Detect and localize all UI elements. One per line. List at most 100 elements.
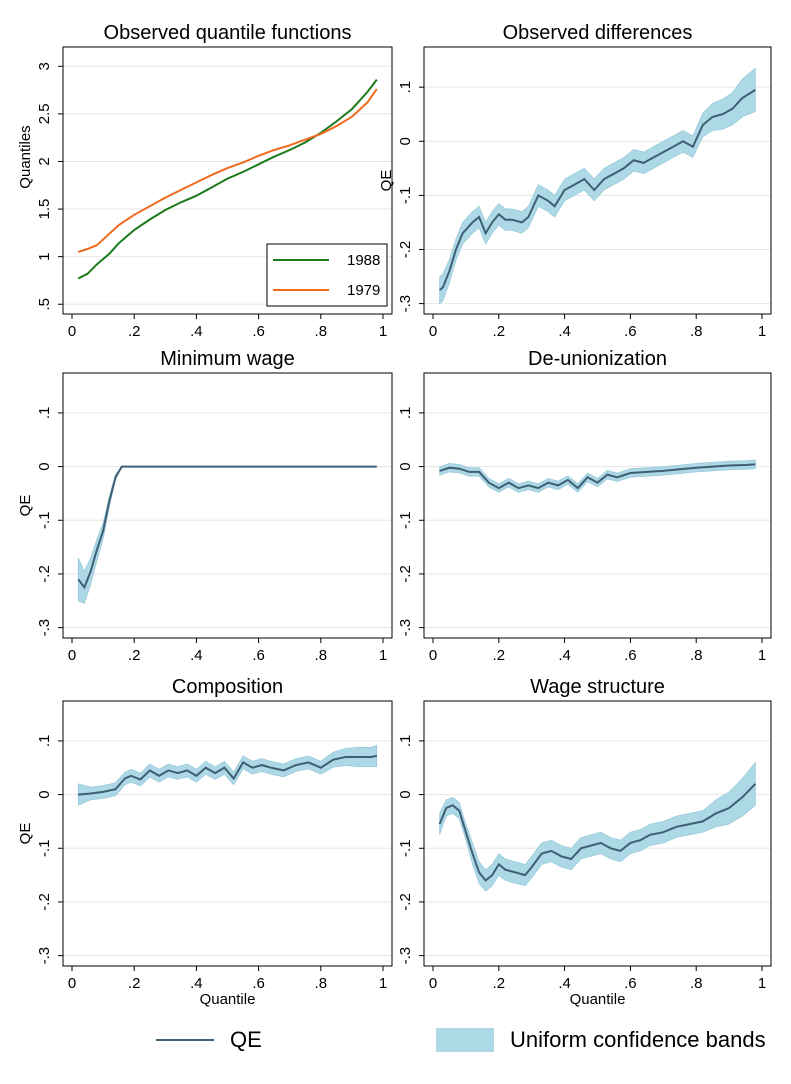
- y-tick-label: -.1: [36, 840, 53, 858]
- y-tick-label: 0: [397, 462, 414, 470]
- series-line-1988: [77, 78, 378, 280]
- x-tick-label: .4: [190, 323, 203, 340]
- x-tick-label: .4: [558, 975, 571, 992]
- x-tick-label: 0: [429, 975, 437, 992]
- x-tick-label: .8: [315, 647, 328, 664]
- y-tick-label: .1: [36, 735, 53, 748]
- y-tick-label: .1: [397, 81, 414, 94]
- panel-4: De-unionization 0 .2 .4 .6 .8 1 -.3 -.2 -.1 0 .1: [397, 348, 772, 664]
- y-tick-label: -.3: [397, 947, 414, 965]
- legend-qe-label: QE: [230, 1027, 262, 1052]
- qe-line: [438, 783, 757, 882]
- y-tick-label: -.3: [36, 947, 53, 965]
- y-tick-label: .1: [36, 407, 53, 420]
- panel-3: Minimum wage 0 .2 .4 .6 .8 1 -.3 -.2 -.1 0 .1 QE: [17, 348, 393, 664]
- y-tick-label: 1: [36, 252, 53, 260]
- legend-qe-line-swatch: [156, 1039, 214, 1041]
- y-axis-label: QE: [17, 495, 34, 517]
- x-tick-label: .8: [690, 323, 703, 340]
- y-tick-label: 2: [36, 157, 53, 165]
- y-tick-label: -.2: [397, 241, 414, 259]
- legend-box: [266, 243, 388, 307]
- legend-label-1979: 1979: [347, 282, 380, 299]
- confidence-band: [77, 466, 377, 604]
- x-tick-label: .2: [128, 323, 141, 340]
- x-tick-label: .8: [690, 647, 703, 664]
- y-axis-label: QE: [378, 170, 395, 192]
- x-tick-label: 1: [758, 323, 766, 340]
- series-line-1979: [77, 88, 378, 253]
- panel-title: Minimum wage: [160, 348, 294, 370]
- plot-frame: [423, 372, 772, 639]
- confidence-band: [77, 744, 378, 806]
- x-tick-label: .2: [493, 975, 506, 992]
- x-tick-label: .2: [493, 647, 506, 664]
- y-tick-label: .5: [36, 298, 53, 311]
- panel-title: De-unionization: [528, 348, 667, 370]
- quantile-legend: 1988 1979: [266, 243, 388, 307]
- x-tick-label: 1: [758, 647, 766, 664]
- y-tick-label: 1.5: [36, 199, 53, 220]
- plot-frame: [423, 700, 772, 967]
- x-tick-label: 0: [429, 323, 437, 340]
- y-tick-label: -.2: [36, 893, 53, 911]
- y-tick-label: -.3: [397, 295, 414, 313]
- plot-frame: [62, 372, 393, 639]
- y-tick-label: -.2: [397, 565, 414, 583]
- y-tick-label: -.1: [397, 512, 414, 530]
- legend-item-qe: QE: [156, 1018, 262, 1062]
- panel-5: Composition 0 .2 .4 .6 .8 1 -.3 -.2 -.1 0 .1 QE Quant…: [17, 676, 393, 1008]
- x-tick-label: .6: [624, 975, 637, 992]
- x-tick-label: .2: [493, 323, 506, 340]
- x-axis-label: Quantile: [200, 991, 256, 1008]
- panel-6: Wage structure 0 .2 .4 .6 .8 1 -.3 -.2 -.1 0 .1 Quan…: [397, 676, 772, 1008]
- x-tick-label: 1: [758, 975, 766, 992]
- confidence-band: [439, 459, 756, 493]
- y-tick-label: -.2: [397, 893, 414, 911]
- x-tick-label: .6: [624, 647, 637, 664]
- x-tick-label: .8: [315, 975, 328, 992]
- x-tick-label: .6: [252, 975, 265, 992]
- x-tick-label: .6: [252, 647, 265, 664]
- x-tick-label: 0: [68, 323, 76, 340]
- legend-band-swatch: [436, 1028, 494, 1052]
- y-tick-label: .1: [397, 735, 414, 748]
- x-tick-label: 1: [379, 647, 387, 664]
- x-tick-label: .8: [315, 323, 328, 340]
- x-tick-label: .4: [190, 647, 203, 664]
- legend-label-1988: 1988: [347, 252, 380, 269]
- confidence-band: [439, 761, 756, 892]
- plot-frame: [423, 46, 772, 315]
- y-tick-label: 0: [36, 790, 53, 798]
- x-tick-label: .6: [624, 323, 637, 340]
- x-tick-label: 1: [379, 323, 387, 340]
- x-tick-label: 0: [429, 647, 437, 664]
- x-tick-label: .2: [128, 647, 141, 664]
- legend-item-band: Uniform confidence bands: [436, 1018, 766, 1062]
- y-tick-label: -.3: [397, 619, 414, 637]
- plot-frame: [62, 700, 393, 967]
- qe-line: [78, 754, 377, 796]
- y-tick-label: 0: [36, 462, 53, 470]
- qe-line: [77, 465, 377, 590]
- x-tick-label: 0: [68, 975, 76, 992]
- y-tick-label: -.2: [36, 565, 53, 583]
- panel-2: Observed differences 0 .2 .4 .6 .8 1 -.3 -.2 -.1 0…: [378, 22, 772, 340]
- x-axis-label: Quantile: [570, 991, 626, 1008]
- x-tick-label: .8: [690, 975, 703, 992]
- y-tick-label: 0: [397, 137, 414, 145]
- y-tick-label: 0: [397, 790, 414, 798]
- y-tick-label: -.3: [36, 619, 53, 637]
- panel-title: Observed quantile functions: [104, 22, 352, 44]
- x-tick-label: .2: [128, 975, 141, 992]
- x-tick-label: .4: [558, 647, 571, 664]
- y-tick-label: .1: [397, 407, 414, 420]
- x-tick-label: 0: [68, 647, 76, 664]
- legend-band-label: Uniform confidence bands: [510, 1027, 766, 1052]
- x-tick-label: .6: [252, 323, 265, 340]
- figure-legend: QE Uniform confidence bands: [0, 1018, 791, 1062]
- y-tick-label: -.1: [36, 512, 53, 530]
- qe-line: [439, 463, 756, 490]
- x-tick-label: 1: [379, 975, 387, 992]
